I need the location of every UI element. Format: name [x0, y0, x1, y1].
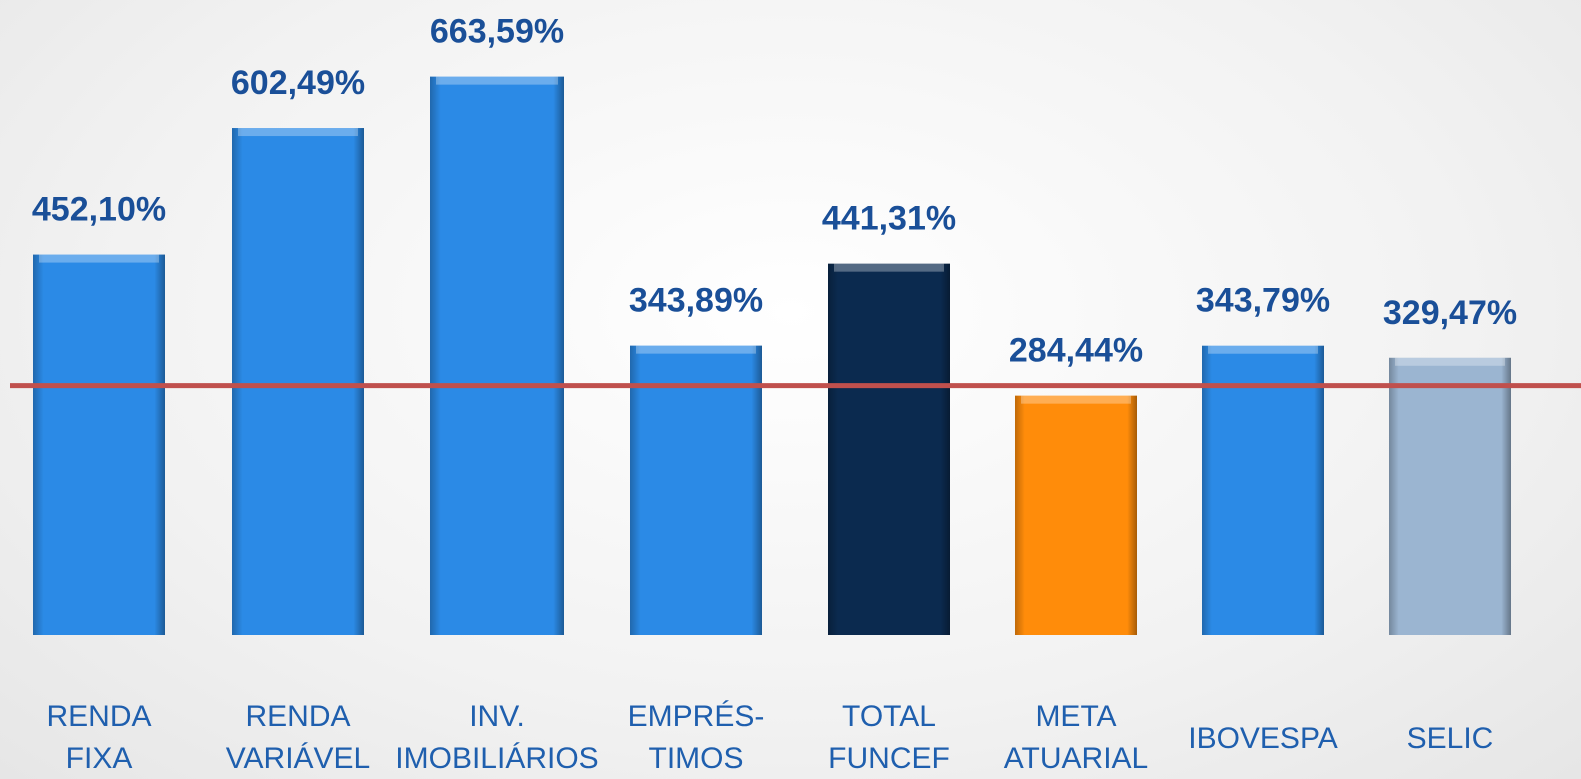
bar-bevel [232, 128, 364, 635]
bar-bevel [430, 76, 564, 635]
value-label: 329,47% [1383, 294, 1517, 332]
category-label: TIMOS [649, 742, 744, 775]
category-label: VARIÁVEL [226, 742, 371, 775]
bar-highlight [1208, 345, 1318, 354]
category-label: SELIC [1407, 722, 1494, 755]
bar-bevel [1015, 395, 1137, 635]
bar-highlight [1021, 395, 1131, 404]
bar-highlight [1395, 357, 1505, 366]
bar-bevel [630, 345, 762, 635]
bar-highlight [39, 254, 159, 263]
category-label: RENDA [46, 700, 151, 733]
value-label: 452,10% [32, 191, 166, 229]
value-label: 602,49% [231, 64, 365, 102]
value-label: 663,59% [430, 13, 564, 51]
bar-highlight [636, 345, 756, 354]
bar-bevel [1202, 345, 1324, 635]
value-label: 441,31% [822, 200, 956, 238]
category-label: ATUARIAL [1004, 742, 1148, 775]
category-label: EMPRÉS- [628, 700, 765, 733]
category-label: META [1035, 700, 1116, 733]
category-label: RENDA [245, 700, 350, 733]
category-label: FIXA [66, 742, 133, 775]
bar-bevel [828, 263, 950, 635]
bar-bevel [1389, 357, 1511, 635]
value-label: 343,79% [1196, 282, 1330, 320]
value-label: 343,89% [629, 282, 763, 320]
category-label: IMOBILIÁRIOS [395, 742, 598, 775]
category-label: TOTAL [842, 700, 936, 733]
category-label: FUNCEF [828, 742, 950, 775]
bar-highlight [436, 76, 558, 85]
bar-bevel [33, 254, 165, 635]
category-label: INV. [469, 700, 525, 733]
category-label: IBOVESPA [1188, 722, 1338, 755]
bar-highlight [834, 263, 944, 272]
bar-highlight [238, 128, 358, 137]
value-label: 284,44% [1009, 332, 1143, 370]
